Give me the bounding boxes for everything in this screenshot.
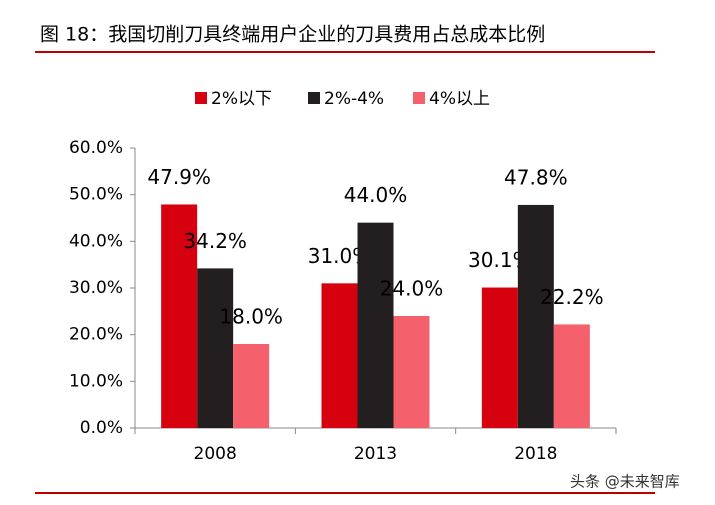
- bar: [517, 204, 554, 428]
- bar: [161, 204, 198, 428]
- value-label: 47.9%: [147, 165, 211, 189]
- value-label: 18.0%: [219, 305, 283, 329]
- legend-swatch: [195, 92, 207, 104]
- y-tick-label: 40.0%: [69, 231, 123, 251]
- y-tick-label: 30.0%: [69, 278, 123, 298]
- x-tick-label: 2013: [354, 444, 397, 464]
- bar: [321, 283, 358, 428]
- value-label: 24.0%: [380, 277, 444, 301]
- legend-label: 2%以下: [211, 89, 272, 109]
- legend-label: 2%-4%: [324, 89, 384, 109]
- y-tick-label: 0.0%: [80, 418, 123, 438]
- bar: [393, 316, 430, 428]
- legend-label: 4%以上: [429, 89, 490, 109]
- y-tick-label: 20.0%: [69, 325, 123, 345]
- value-label: 47.8%: [504, 165, 568, 189]
- legend-swatch: [308, 92, 320, 104]
- x-tick-label: 2008: [194, 444, 237, 464]
- bar: [233, 344, 270, 428]
- chart-title: 图 18：我国切削刀具终端用户企业的刀具费用占总成本比例: [40, 24, 545, 46]
- value-label: 34.2%: [183, 229, 247, 253]
- value-label: 22.2%: [540, 285, 604, 309]
- y-tick-label: 50.0%: [69, 185, 123, 205]
- bar: [481, 287, 518, 428]
- y-tick-label: 60.0%: [69, 138, 123, 158]
- watermark: 头条 @未来智库: [570, 473, 680, 491]
- x-tick-label: 2018: [514, 444, 557, 464]
- value-label: 44.0%: [344, 183, 408, 207]
- bar: [553, 324, 590, 428]
- bar: [357, 222, 394, 428]
- legend-swatch: [413, 92, 425, 104]
- y-tick-label: 10.0%: [69, 371, 123, 391]
- bar: [197, 268, 234, 428]
